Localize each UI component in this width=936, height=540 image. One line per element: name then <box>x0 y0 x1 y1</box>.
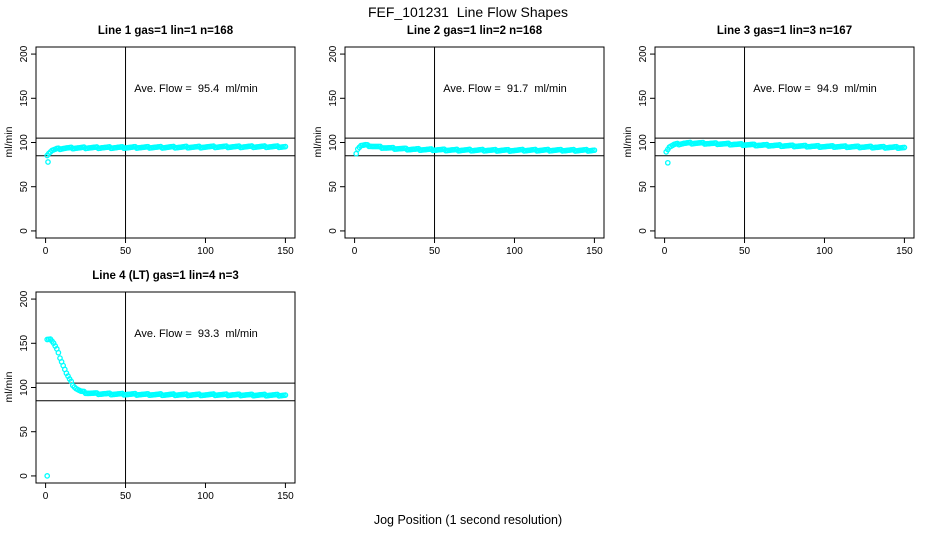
y-axis-label: ml/min <box>3 126 15 158</box>
x-tick-label: 0 <box>662 246 668 257</box>
y-axis-label: ml/min <box>312 126 324 158</box>
data-points <box>44 143 289 165</box>
y-tick-label: 150 <box>638 90 649 107</box>
reference-lines <box>345 47 604 238</box>
ave-flow-annotation: Ave. Flow = 93.3 ml/min <box>134 328 258 340</box>
x-tick-label: 50 <box>739 246 751 257</box>
x-tick-label: 150 <box>277 491 294 502</box>
y-tick-label: 0 <box>638 228 649 234</box>
ave-flow-annotation: Ave. Flow = 95.4 ml/min <box>134 83 258 95</box>
ave-flow-annotation: Ave. Flow = 91.7 ml/min <box>443 83 567 95</box>
data-point <box>353 150 360 157</box>
y-tick-label: 100 <box>19 134 30 151</box>
x-tick-label: 100 <box>197 246 214 257</box>
x-axis-ticks: 0 50 100 150 <box>662 238 913 257</box>
x-tick-label: 0 <box>352 246 358 257</box>
y-axis-ticks: 0 50 100 150 200 <box>19 290 36 479</box>
y-tick-label: 0 <box>328 228 339 234</box>
x-axis-ticks: 0 50 100 150 <box>352 238 603 257</box>
data-point <box>282 392 289 398</box>
x-tick-label: 150 <box>586 246 603 257</box>
y-tick-label: 100 <box>19 379 30 396</box>
x-tick-label: 0 <box>43 246 49 257</box>
panel-title: Line 4 (LT) gas=1 lin=4 n=3 <box>92 270 239 282</box>
data-points <box>663 139 908 166</box>
plot-frame <box>35 46 296 239</box>
data-points <box>353 141 598 157</box>
data-points <box>44 336 289 479</box>
y-axis-ticks: 0 50 100 150 200 <box>328 45 345 234</box>
y-tick-label: 200 <box>19 45 30 62</box>
y-tick-label: 200 <box>328 45 339 62</box>
y-tick-label: 50 <box>19 181 30 193</box>
x-tick-label: 150 <box>896 246 913 257</box>
data-point <box>591 147 598 154</box>
data-point <box>55 349 62 356</box>
panel-line-1: 0 50 100 150 0 50 100 150 200 Line 1 gas=1 lin=1… <box>0 20 312 270</box>
data-point <box>901 144 908 151</box>
y-axis-ticks: 0 50 100 150 200 <box>19 45 36 234</box>
data-point <box>282 143 289 150</box>
y-tick-label: 0 <box>19 473 30 479</box>
y-tick-label: 50 <box>638 181 649 193</box>
y-axis-label: ml/min <box>622 126 634 158</box>
x-tick-label: 150 <box>277 246 294 257</box>
panel-title: Line 1 gas=1 lin=1 n=168 <box>97 25 234 37</box>
reference-lines <box>36 292 295 483</box>
x-tick-label: 50 <box>429 246 441 257</box>
x-tick-label: 100 <box>506 246 523 257</box>
figure-title: FEF_101231 Line Flow Shapes <box>367 4 568 20</box>
y-tick-label: 0 <box>19 228 30 234</box>
panel-title: Line 3 gas=1 lin=3 n=167 <box>716 25 853 37</box>
plot-area-line-3: 0 50 100 150 0 50 100 150 200 <box>638 45 915 257</box>
y-axis-ticks: 0 50 100 150 200 <box>638 45 655 234</box>
panel-line-2: 0 50 100 150 0 50 100 150 200 Line 2 gas=1 lin=2… <box>309 20 621 270</box>
y-tick-label: 200 <box>638 45 649 62</box>
x-axis-ticks: 0 50 100 150 <box>43 483 294 502</box>
outlier-point <box>44 473 51 479</box>
plot-area-line-4: 0 50 100 150 0 50 100 150 200 <box>19 290 296 502</box>
x-axis-label: Jog Position (1 second resolution) <box>373 513 563 527</box>
outlier-point <box>45 159 51 165</box>
x-tick-label: 100 <box>197 491 214 502</box>
panel-line-3: 0 50 100 150 0 50 100 150 200 Line 3 gas=1 lin=3… <box>619 20 931 270</box>
outlier-point <box>664 159 671 166</box>
panel-title: Line 2 gas=1 lin=2 n=168 <box>406 25 543 37</box>
plot-frame <box>344 46 605 239</box>
panel-line-4: 0 50 100 150 0 50 100 150 200 Line 4 (LT) gas=1 … <box>0 265 312 515</box>
y-tick-label: 150 <box>19 335 30 352</box>
y-tick-label: 150 <box>328 90 339 107</box>
y-tick-label: 50 <box>328 181 339 193</box>
y-tick-label: 150 <box>19 90 30 107</box>
y-tick-label: 50 <box>19 426 30 438</box>
y-axis-label: ml/min <box>3 371 15 403</box>
plot-area-line-2: 0 50 100 150 0 50 100 150 200 <box>328 45 605 257</box>
x-tick-label: 50 <box>120 246 132 257</box>
x-tick-label: 0 <box>43 491 49 502</box>
ave-flow-annotation: Ave. Flow = 94.9 ml/min <box>753 83 877 95</box>
y-tick-label: 100 <box>638 134 649 151</box>
x-tick-label: 50 <box>120 491 132 502</box>
x-axis-ticks: 0 50 100 150 <box>43 238 294 257</box>
x-tick-label: 100 <box>816 246 833 257</box>
reference-lines <box>36 47 295 238</box>
plot-area-line-1: 0 50 100 150 0 50 100 150 200 <box>19 45 296 257</box>
y-tick-label: 200 <box>19 290 30 307</box>
y-tick-label: 100 <box>328 134 339 151</box>
